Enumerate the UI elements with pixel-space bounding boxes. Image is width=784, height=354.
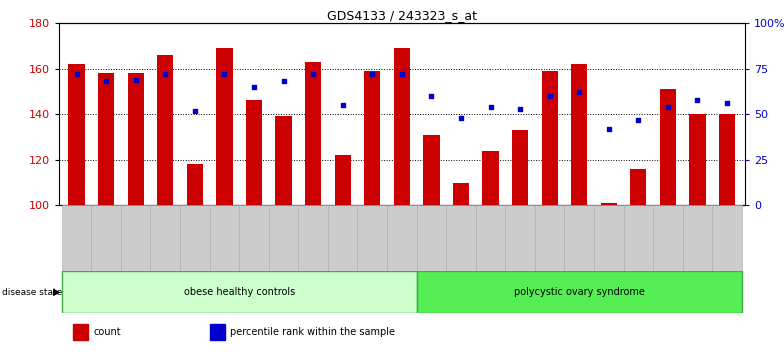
Bar xyxy=(68,64,85,205)
Text: ▶: ▶ xyxy=(53,287,61,297)
Bar xyxy=(298,205,328,271)
Bar xyxy=(305,62,321,205)
Title: GDS4133 / 243323_s_at: GDS4133 / 243323_s_at xyxy=(327,9,477,22)
Bar xyxy=(542,71,557,205)
Bar xyxy=(564,205,594,271)
Bar xyxy=(335,155,350,205)
Point xyxy=(425,93,437,99)
Point xyxy=(129,77,142,82)
Bar xyxy=(660,89,676,205)
Bar xyxy=(157,55,173,205)
Point xyxy=(218,71,230,77)
Bar xyxy=(623,205,653,271)
Bar xyxy=(91,205,121,271)
Point xyxy=(188,108,201,113)
Bar xyxy=(630,169,647,205)
Point xyxy=(336,102,349,108)
Bar xyxy=(128,73,143,205)
Text: count: count xyxy=(93,327,121,337)
Bar xyxy=(239,205,269,271)
Point xyxy=(455,115,467,121)
Point xyxy=(514,106,526,112)
Bar xyxy=(512,130,528,205)
Point xyxy=(632,117,644,122)
Bar xyxy=(416,271,742,313)
Bar xyxy=(601,203,617,205)
Bar xyxy=(653,205,683,271)
Bar xyxy=(275,116,292,205)
Bar xyxy=(719,114,735,205)
Point xyxy=(720,101,733,106)
Point xyxy=(603,126,615,132)
Text: percentile rank within the sample: percentile rank within the sample xyxy=(230,327,395,337)
Bar xyxy=(121,205,151,271)
Bar xyxy=(683,205,713,271)
Point xyxy=(159,71,172,77)
Point xyxy=(71,71,83,77)
Bar xyxy=(364,71,380,205)
Bar xyxy=(98,73,114,205)
Point xyxy=(395,71,408,77)
Bar xyxy=(394,48,410,205)
Text: polycystic ovary syndrome: polycystic ovary syndrome xyxy=(514,287,644,297)
Bar xyxy=(209,205,239,271)
Bar xyxy=(62,271,416,313)
Text: disease state: disease state xyxy=(2,287,62,297)
Bar xyxy=(328,205,358,271)
Bar xyxy=(216,48,233,205)
Point xyxy=(307,71,319,77)
Text: obese healthy controls: obese healthy controls xyxy=(183,287,295,297)
Point xyxy=(662,104,674,110)
Bar xyxy=(187,164,203,205)
Point xyxy=(366,71,379,77)
Bar xyxy=(151,205,180,271)
Point xyxy=(485,104,497,110)
Bar xyxy=(571,64,587,205)
Bar xyxy=(246,101,262,205)
Bar xyxy=(387,205,416,271)
Bar xyxy=(180,205,209,271)
Bar xyxy=(416,205,446,271)
Point xyxy=(691,97,704,102)
Bar xyxy=(476,205,506,271)
Bar xyxy=(72,324,88,340)
Bar xyxy=(62,205,91,271)
Bar xyxy=(535,205,564,271)
Bar xyxy=(713,205,742,271)
Point xyxy=(278,79,290,84)
Bar xyxy=(482,150,499,205)
Bar xyxy=(506,205,535,271)
Bar xyxy=(594,205,623,271)
Bar xyxy=(689,114,706,205)
Bar xyxy=(423,135,440,205)
Point xyxy=(248,84,260,90)
Bar xyxy=(269,205,298,271)
Point xyxy=(573,90,586,95)
Bar xyxy=(453,183,469,205)
Point xyxy=(100,79,112,84)
Point xyxy=(543,93,556,99)
Bar xyxy=(209,324,225,340)
Bar xyxy=(358,205,387,271)
Bar xyxy=(446,205,476,271)
